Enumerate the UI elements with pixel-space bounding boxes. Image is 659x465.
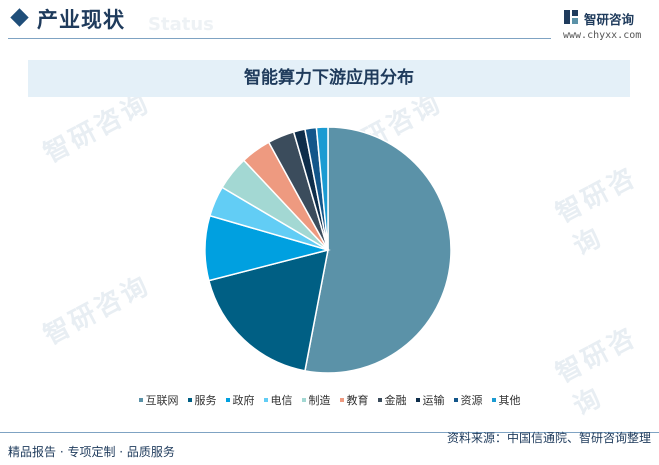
legend-swatch: [453, 398, 458, 402]
legend-label: 服务: [194, 394, 217, 407]
legend-swatch: [339, 398, 344, 402]
chart-title-band: 智能算力下游应用分布: [28, 60, 630, 97]
legend-item: 服务: [187, 392, 217, 408]
legend-swatch: [225, 398, 230, 402]
legend-label: 其他: [498, 394, 521, 407]
legend-swatch: [187, 398, 192, 402]
legend-label: 制造: [308, 394, 331, 407]
pie-slice-1: [304, 126, 452, 374]
legend-label: 资源: [460, 394, 483, 407]
brand-logo: 智研咨询 www.chyxx.com: [563, 9, 659, 45]
logo-url: www.chyxx.com: [563, 30, 642, 41]
legend-item: 政府: [225, 392, 255, 408]
legend-label: 教育: [346, 394, 369, 407]
legend-item: 教育: [339, 392, 369, 408]
legend-swatch: [301, 398, 306, 402]
legend-item: 金融: [377, 392, 407, 408]
logo-name: 智研咨询: [584, 12, 635, 27]
legend-item: 电信: [263, 392, 293, 408]
legend-label: 金融: [384, 394, 407, 407]
legend-swatch: [138, 398, 143, 402]
legend-item: 其他: [491, 392, 521, 408]
footer-divider: [0, 432, 659, 433]
legend-item: 资源: [453, 392, 483, 408]
legend-item: 互联网: [138, 392, 179, 408]
legend-label: 运输: [422, 394, 445, 407]
footer-source: 资料来源：中国信通院、智研咨询整理: [446, 431, 651, 445]
legend-swatch: [263, 398, 268, 402]
logo-mark-icon: [564, 10, 578, 24]
page-title: 产业现状: [37, 8, 125, 32]
legend-swatch: [491, 398, 496, 402]
pie-slice-10: [315, 126, 329, 251]
footer-tagline: 精品报告 · 专项定制 · 品质服务: [8, 445, 175, 459]
chart-legend: 互联网 服务 政府 电信 制造 教育 金融 运输 资源 其他: [0, 391, 659, 409]
pie-slice-2: [207, 248, 329, 372]
legend-swatch: [415, 398, 420, 402]
legend-label: 互联网: [145, 394, 179, 407]
legend-item: 运输: [415, 392, 445, 408]
legend-label: 电信: [270, 394, 293, 407]
chart-title: 智能算力下游应用分布: [244, 68, 414, 88]
legend-label: 政府: [232, 394, 255, 407]
legend-swatch: [377, 398, 382, 402]
header-divider: [8, 38, 551, 39]
legend-item: 制造: [301, 392, 331, 408]
